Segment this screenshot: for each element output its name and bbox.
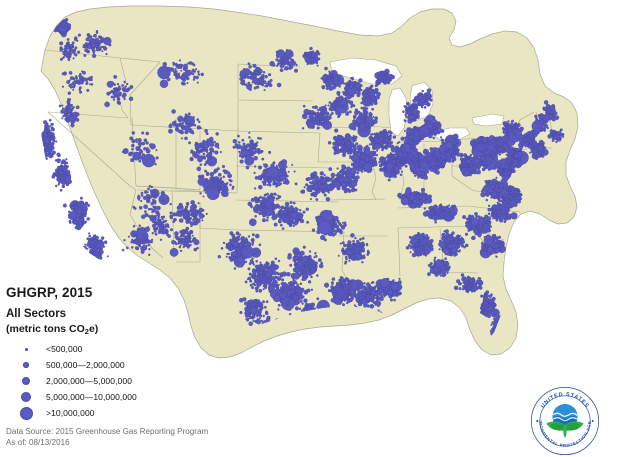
legend-label: 500,000—2,000,000: [46, 360, 125, 371]
legend-units-suffix: e): [88, 323, 99, 336]
legend-swatch-circle: [24, 347, 28, 351]
legend-row: 5,000,000—10,000,000: [6, 389, 236, 405]
seal-globe-wave-bottom: [552, 417, 578, 422]
legend-row: 500,000—2,000,000: [6, 357, 236, 373]
legend-swatch-circle: [19, 406, 33, 420]
seal-leaves: [546, 421, 584, 439]
epa-seal: UNITED STATES ENVIRONMENTAL PROTECTION A…: [526, 380, 602, 457]
legend-label: <500,000: [46, 344, 83, 355]
seal-leaf-right-inner: [565, 422, 580, 431]
legend-units-prefix: (metric tons CO: [6, 323, 85, 336]
legend-swatch-circle: [20, 391, 32, 403]
seal-dot-right: [591, 419, 594, 423]
seal-ring-line-inner: [539, 395, 591, 447]
map-legend: GHGRP, 2015 All Sectors (metric tons CO2…: [6, 285, 236, 449]
legend-label: >10,000,000: [46, 408, 95, 419]
legend-label: 2,000,000—5,000,000: [46, 376, 133, 387]
seal-dot-left: [536, 419, 539, 423]
legend-swatch-cell: [6, 362, 46, 368]
legend-swatch-cell: [6, 347, 46, 351]
legend-units-subscript: 2: [84, 327, 89, 337]
legend-subtitle: All Sectors: [6, 307, 67, 320]
legend-label: 5,000,000—10,000,000: [46, 392, 137, 403]
legend-row: <500,000: [6, 341, 236, 357]
legend-swatch-cell: [6, 406, 46, 420]
legend-source-line1: Data Source: 2015 Greenhouse Gas Reporti…: [6, 427, 209, 437]
legend-title: GHGRP, 2015: [6, 285, 93, 300]
epa-seal-svg: UNITED STATES ENVIRONMENTAL PROTECTION A…: [526, 380, 600, 456]
legend-swatch-circle: [23, 362, 29, 368]
legend-units: (metric tons CO2e): [6, 323, 236, 337]
legend-swatch-circle: [22, 377, 30, 386]
legend-row: 2,000,000—5,000,000: [6, 373, 236, 389]
legend-source: Data Source: 2015 Greenhouse Gas Reporti…: [6, 427, 236, 449]
seal-leaf-center: [563, 423, 567, 439]
legend-source-line2: As of: 08/13/2016: [6, 437, 70, 447]
seal-ring-line-outer: [530, 386, 600, 456]
legend-row: >10,000,000: [6, 405, 236, 421]
legend-items: <500,000 500,000—2,000,000 2,000,000—5,000…: [6, 341, 236, 421]
seal-globe-wave-top: [552, 412, 578, 417]
seal-leaf-left-inner: [550, 422, 565, 431]
legend-swatch-cell: [6, 391, 46, 403]
legend-swatch-cell: [6, 377, 46, 386]
